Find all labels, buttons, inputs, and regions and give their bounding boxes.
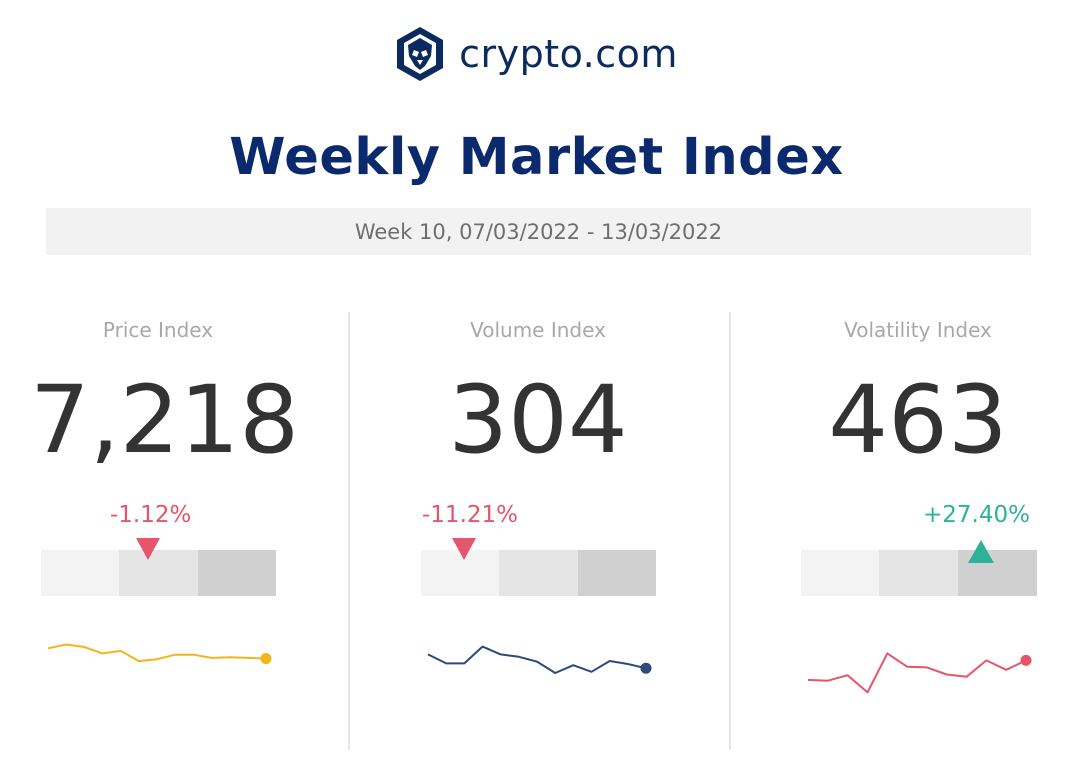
page-title: Weekly Market Index [229, 128, 844, 187]
volatility-index-sparkline [807, 652, 1032, 694]
down-triangle-icon [136, 538, 160, 560]
price-index-change: -1.12% [110, 502, 192, 528]
sparkline-series-line [427, 645, 647, 674]
column-divider [729, 312, 731, 750]
crypto-com-lion-shield-icon [397, 27, 444, 81]
gauge-segment-low [41, 550, 119, 596]
down-triangle-icon [452, 538, 476, 560]
sparkline-last-point [640, 662, 652, 674]
gauge-segment-low [801, 550, 879, 596]
volatility-index-change: +27.40% [923, 502, 1030, 528]
gauge-segment-high [198, 550, 276, 596]
price-index-label: Price Index [102, 318, 214, 342]
volume-index-change: -11.21% [422, 502, 518, 528]
week-range: Week 10, 07/03/2022 - 13/03/2022 [46, 208, 1031, 255]
volatility-index-panel: Volatility Index 463 +27.40% [790, 300, 1046, 750]
volatility-index-label: Volatility Index [844, 318, 992, 342]
gauge-segment-mid [499, 550, 578, 596]
price-index-sparkline [47, 643, 272, 665]
sparkline-series-line [47, 643, 267, 663]
column-divider [348, 312, 350, 750]
brand-name: crypto.com [459, 32, 678, 76]
volume-index-value: 304 [448, 366, 628, 475]
sparkline-series-line [807, 652, 1027, 694]
gauge-segment-mid [879, 550, 958, 596]
price-index-value: 7,218 [30, 366, 300, 475]
volume-index-sparkline [427, 645, 652, 674]
sparkline-last-point [1020, 654, 1032, 666]
volume-index-label: Volume Index [470, 318, 606, 342]
up-triangle-icon [968, 540, 994, 563]
volatility-index-gauge [801, 550, 1037, 596]
brand-logo: crypto.com [0, 26, 1073, 82]
volume-index-gauge [421, 550, 656, 596]
sparkline-last-point [260, 653, 272, 665]
gauge-segment-high [578, 550, 656, 596]
volume-index-panel: Volume Index 304 -11.21% [410, 300, 666, 750]
price-index-panel: Price Index 7,218 -1.12% [30, 300, 300, 750]
volatility-index-value: 463 [828, 366, 1008, 475]
